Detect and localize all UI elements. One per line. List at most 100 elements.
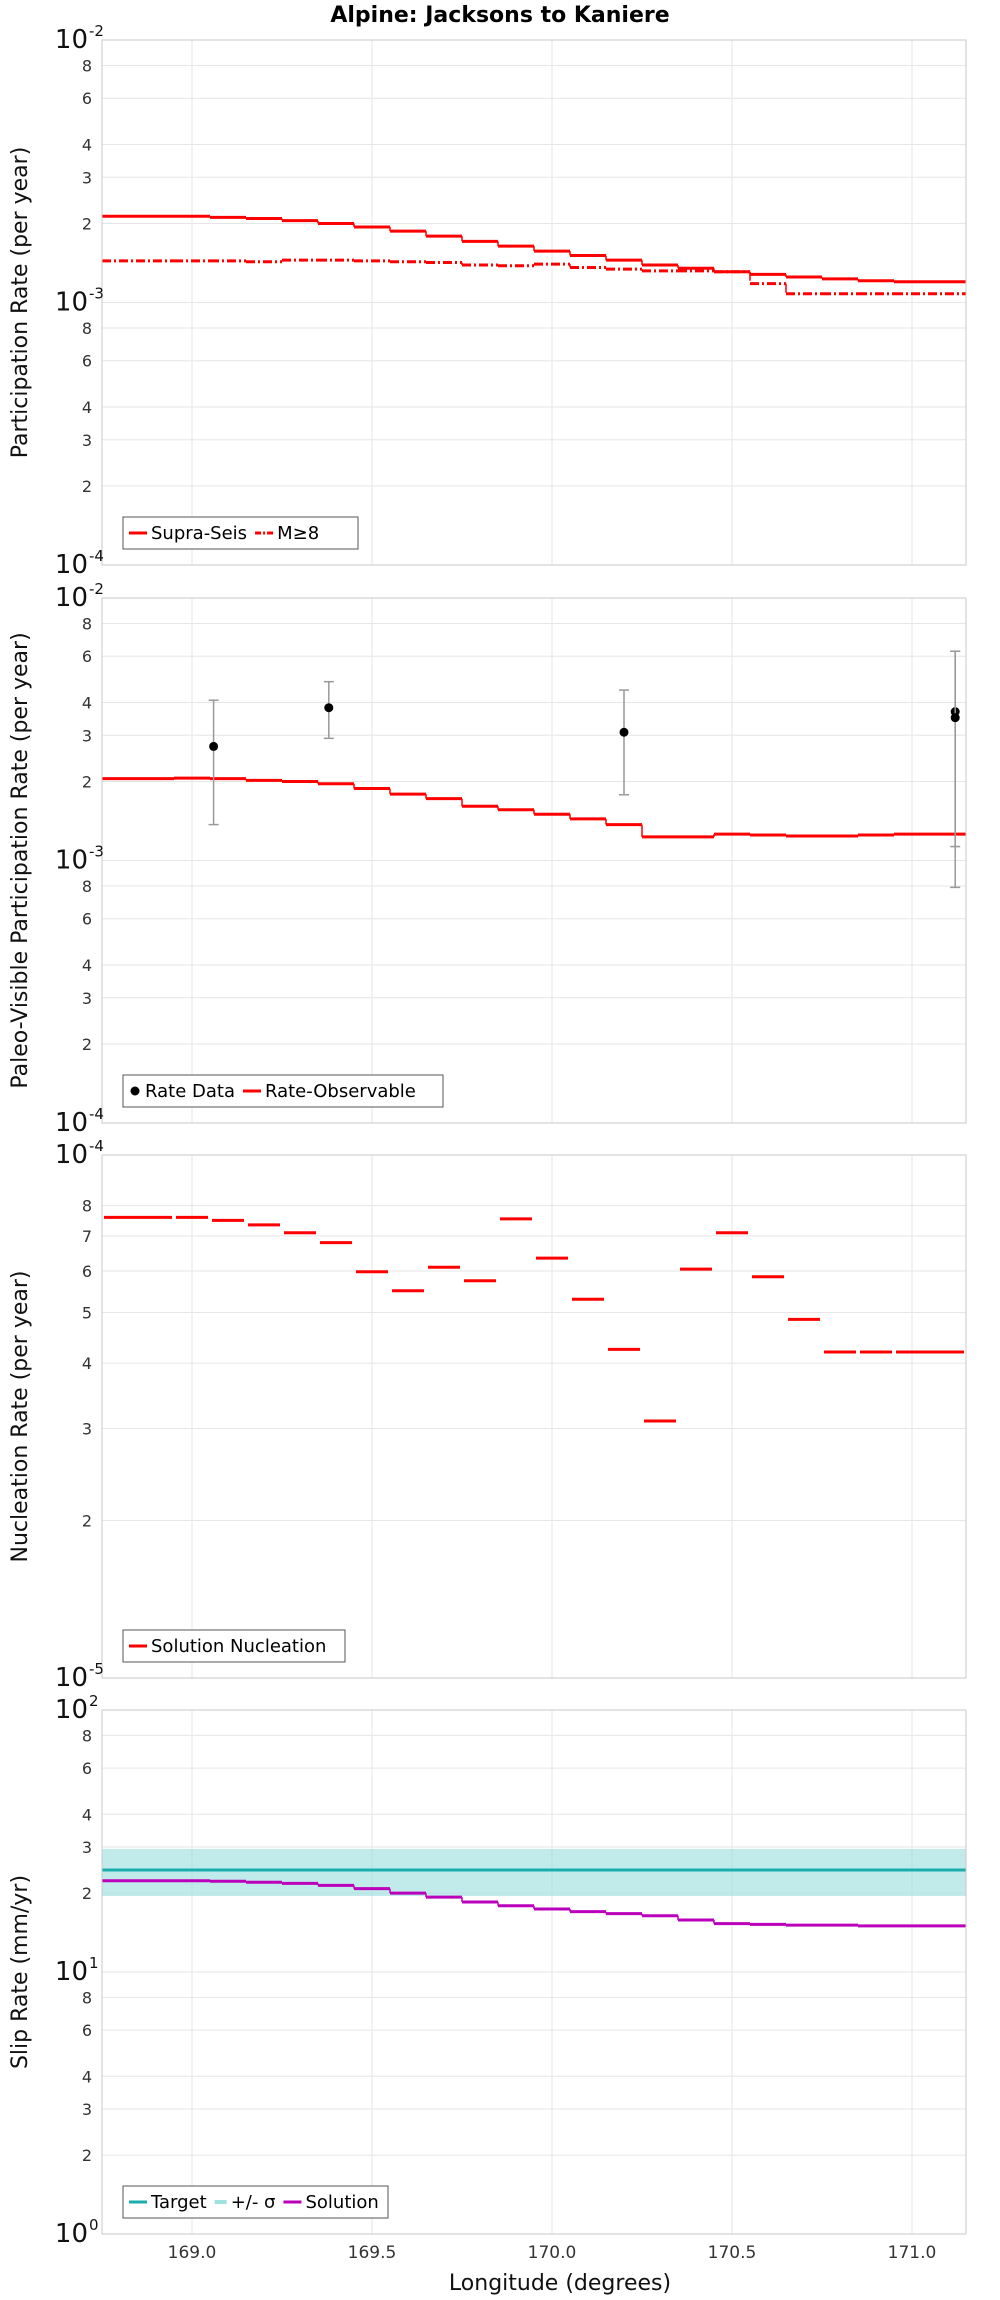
y-major-tick-exponent: -2: [89, 22, 104, 40]
y-tick-label: 4: [82, 135, 92, 154]
y-major-tick-label: 10: [55, 1957, 88, 1987]
data-point: [619, 727, 629, 737]
y-major-tick-label: 10: [55, 846, 88, 876]
y-major-tick-label: 10: [55, 2219, 88, 2249]
y-major-tick-exponent: -3: [89, 843, 104, 861]
plot-frame: [101, 1709, 967, 2235]
y-major-tick-label: 10: [55, 1108, 88, 1138]
legend-label: +/- σ: [231, 2192, 276, 2213]
legend-label: M≥8: [277, 523, 319, 544]
y-major-tick-label: 10: [55, 1140, 88, 1170]
plot-frame: [101, 39, 967, 566]
y-major-tick-label: 10: [55, 1663, 88, 1693]
y-tick-label: 3: [82, 431, 92, 450]
y-axis-label: Paleo-Visible Participation Rate (per ye…: [8, 632, 33, 1088]
y-tick-label: 3: [82, 1838, 92, 1857]
x-tick-label: 171.0: [888, 2243, 937, 2263]
sigma-band: [102, 1848, 966, 1897]
y-major-tick-exponent: -4: [89, 547, 104, 565]
y-tick-label: 8: [82, 319, 92, 338]
y-tick-label: 6: [82, 910, 92, 929]
y-major-tick-label: 10: [55, 583, 88, 613]
plot-frame: [101, 597, 967, 1124]
y-major-tick-exponent: -2: [89, 580, 104, 598]
y-major-tick-label: 10: [55, 25, 88, 55]
y-tick-label: 3: [82, 1419, 92, 1438]
y-tick-label: 3: [82, 168, 92, 187]
y-tick-label: 3: [82, 2100, 92, 2119]
legend-label: Solution: [305, 2192, 378, 2213]
x-tick-label: 169.5: [348, 2243, 397, 2263]
y-major-tick-exponent: -5: [89, 1660, 104, 1678]
y-tick-label: 2: [82, 1512, 92, 1531]
y-major-tick-label: 10: [55, 288, 88, 318]
y-major-tick-exponent: -4: [89, 1105, 104, 1123]
y-tick-label: 2: [82, 772, 92, 791]
legend-label: Rate Data: [145, 1081, 235, 1102]
legend: Solution Nucleation: [122, 1629, 346, 1663]
x-axis-label: Longitude (degrees): [449, 2271, 671, 2296]
y-tick-label: 6: [82, 352, 92, 371]
legend-box: [122, 1074, 444, 1108]
y-tick-label: 5: [82, 1303, 92, 1322]
y-tick-label: 2: [82, 1884, 92, 1903]
y-tick-label: 3: [82, 989, 92, 1008]
y-major-tick-exponent: -3: [89, 285, 104, 303]
y-major-tick-exponent: -4: [89, 1137, 104, 1155]
y-tick-label: 4: [82, 956, 92, 975]
plot-frame: [101, 1154, 967, 1679]
x-tick-label: 169.0: [168, 2243, 217, 2263]
y-tick-label: 8: [82, 1988, 92, 2007]
y-tick-label: 8: [82, 614, 92, 633]
y-tick-label: 2: [82, 214, 92, 233]
y-tick-label: 7: [82, 1227, 92, 1246]
y-tick-label: 8: [82, 1726, 92, 1745]
legend: Target +/- σ Solution: [122, 2185, 389, 2219]
y-tick-label: 4: [82, 2067, 92, 2086]
y-tick-label: 4: [82, 1805, 92, 1824]
y-major-tick-label: 10: [55, 1695, 88, 1725]
y-major-tick-exponent: 1: [89, 1954, 99, 1972]
y-tick-label: 8: [82, 1197, 92, 1216]
x-tick-label: 170.0: [528, 2243, 577, 2263]
y-tick-label: 6: [82, 647, 92, 666]
y-tick-label: 8: [82, 56, 92, 75]
data-point: [950, 713, 960, 723]
y-tick-label: 2: [82, 477, 92, 496]
y-tick-label: 4: [82, 1354, 92, 1373]
y-tick-label: 4: [82, 693, 92, 712]
data-point: [209, 741, 219, 751]
plot-area: [102, 1155, 966, 1678]
data-point: [324, 703, 334, 713]
legend-box: [122, 516, 359, 550]
y-tick-label: 6: [82, 89, 92, 108]
legend-label: Target: [150, 2192, 207, 2213]
y-major-tick-exponent: 0: [89, 2216, 99, 2234]
y-tick-label: 2: [82, 1035, 92, 1054]
y-axis-label: Nucleation Rate (per year): [8, 1271, 33, 1563]
y-tick-label: 6: [82, 1759, 92, 1778]
legend-label: Solution Nucleation: [151, 1636, 326, 1657]
legend: Supra-Seis M≥8: [122, 516, 359, 550]
chart-title: Alpine: Jacksons to Kaniere: [330, 3, 669, 28]
y-axis-label: Participation Rate (per year): [8, 147, 33, 459]
y-tick-label: 8: [82, 877, 92, 896]
y-tick-label: 6: [82, 2021, 92, 2040]
legend-label: Rate-Observable: [265, 1081, 416, 1102]
y-tick-label: 2: [82, 2146, 92, 2165]
y-tick-label: 3: [82, 726, 92, 745]
y-major-tick-exponent: 2: [89, 1692, 99, 1710]
legend-marker: [130, 1086, 140, 1096]
legend: Rate Data Rate-Observable: [122, 1074, 444, 1108]
y-tick-label: 4: [82, 398, 92, 417]
x-tick-label: 170.5: [708, 2243, 757, 2263]
legend-box: [122, 1629, 346, 1663]
y-major-tick-label: 10: [55, 550, 88, 580]
legend-box: [122, 2185, 389, 2219]
